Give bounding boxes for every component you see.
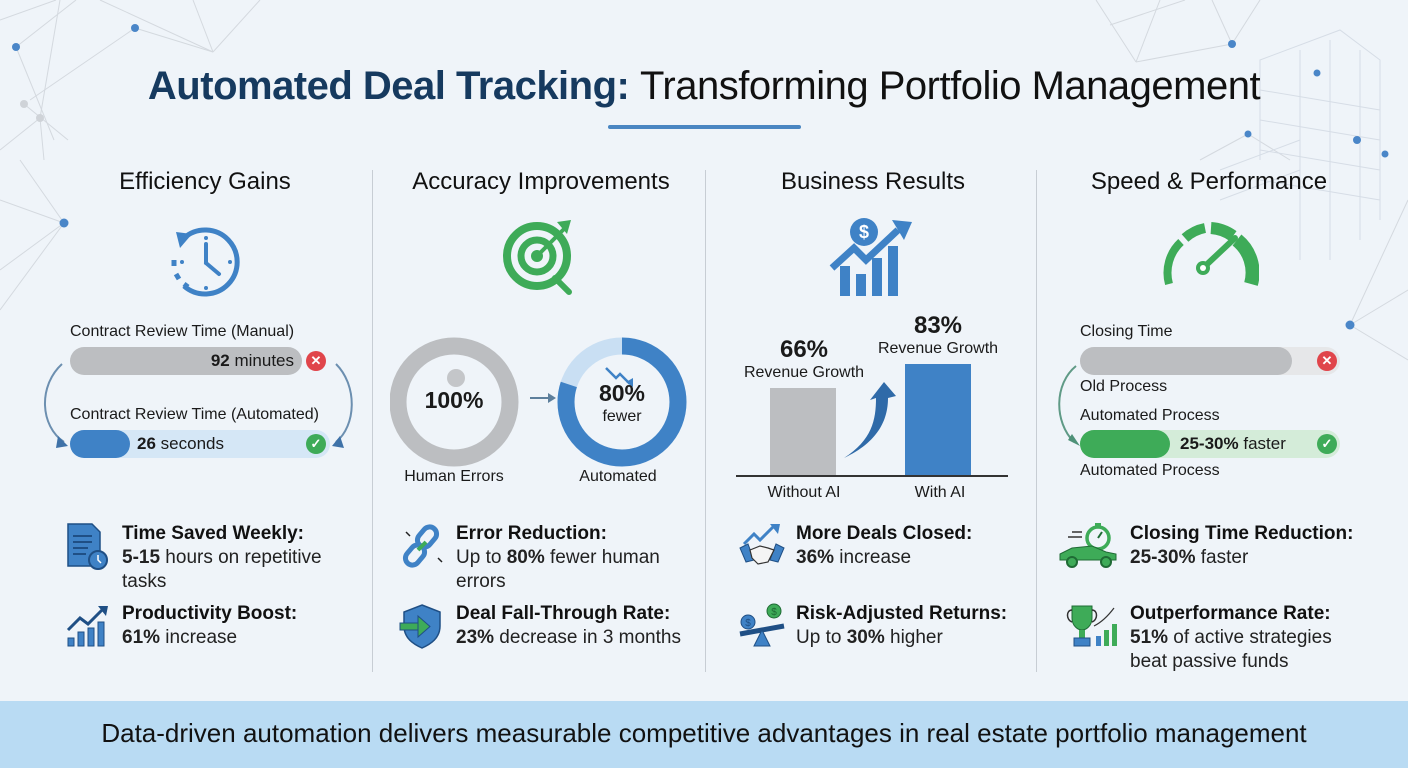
transition-arrow (1058, 365, 1080, 446)
value-with-ai: 83% (913, 312, 963, 339)
dollar-growth-icon: $ (829, 218, 912, 296)
speed-performance-section: Speed & Performance Closing Time ✕ Old P… (1044, 166, 1374, 686)
column-divider (372, 170, 373, 672)
automated-process-label-below: Automated Process (1080, 462, 1220, 479)
old-process-bar (1080, 347, 1292, 375)
fail-x-icon: ✕ (1317, 351, 1337, 371)
stat-title: Closing Time Reduction: (1130, 523, 1354, 544)
stat-body: 5-15 hours on repetitive tasks (122, 547, 322, 592)
accuracy-improvements-section: Accuracy Improvements 100% 80% fewer Hum… (380, 166, 702, 686)
category-without-ai: Without AI (767, 484, 841, 501)
stat-more-deals: More Deals Closed: 36% increase (738, 522, 972, 570)
automated-errors-sub: fewer (602, 408, 642, 425)
section-title: Speed & Performance (1090, 168, 1328, 195)
stat-fall-through: Deal Fall-Through Rate: 23% decrease in … (398, 602, 681, 650)
section-title: Accuracy Improvements (412, 168, 670, 195)
human-errors-label: Human Errors (404, 468, 504, 485)
stat-error-reduction: Error Reduction: Up to 80% fewer human e… (398, 522, 702, 594)
stat-body: Up to 80% fewer human errors (456, 547, 660, 592)
title-light: Transforming Portfolio Management (639, 64, 1261, 108)
sad-face-icon (447, 369, 465, 387)
trophy-growth-icon (1066, 605, 1117, 647)
stat-body: 25-30% faster (1130, 547, 1249, 568)
old-process-label: Old Process (1080, 378, 1168, 395)
arrow-right-icon (548, 393, 556, 403)
human-errors-value: 100% (424, 387, 484, 413)
business-results-section: Business Results $ 66% Revenue Growth 83… (712, 166, 1034, 686)
automated-process-label-above: Automated Process (1080, 407, 1220, 424)
column-divider (1036, 170, 1037, 672)
stat-outperformance: Outperformance Rate: 51% of active strat… (1066, 602, 1340, 674)
transition-arrows (44, 363, 353, 448)
shield-arrow-icon (399, 604, 441, 649)
stat-title: Deal Fall-Through Rate: (456, 603, 671, 624)
footer-banner: Data-driven automation delivers measurab… (0, 701, 1408, 768)
stat-risk-adjusted: $ $ Risk-Adjusted Returns: Up to 30% hig… (738, 602, 1007, 650)
stat-title: Time Saved Weekly: (122, 523, 305, 544)
title-strong: Automated Deal Tracking: (147, 64, 630, 108)
svg-text:$: $ (859, 222, 869, 242)
stat-time-saved: Time Saved Weekly: 5-15 hours on repetit… (64, 522, 370, 594)
target-search-icon (503, 220, 572, 295)
manual-review-label: Contract Review Time (Manual) (70, 323, 295, 340)
category-with-ai: With AI (914, 484, 966, 501)
stat-body: 61% increase (122, 627, 238, 648)
stat-title: More Deals Closed: (796, 523, 973, 544)
fail-x-icon: ✕ (306, 351, 326, 371)
page-title: Automated Deal Tracking: Transforming Po… (0, 64, 1408, 109)
error-donuts (390, 337, 687, 467)
automated-label: Automated (579, 468, 657, 485)
document-clock-icon (67, 523, 108, 570)
automated-process-bar (1080, 430, 1170, 458)
stat-title: Risk-Adjusted Returns: (796, 603, 1008, 624)
growth-curve-arrow (844, 382, 896, 458)
bar-without-ai (770, 388, 836, 475)
efficiency-gains-section: Efficiency Gains Contract Review Time (M… (40, 166, 370, 686)
column-divider (705, 170, 706, 672)
section-title: Efficiency Gains (119, 168, 291, 195)
closing-time-label: Closing Time (1080, 323, 1173, 340)
automated-review-value: 26 seconds (137, 434, 224, 453)
automated-review-label: Contract Review Time (Automated) (70, 406, 319, 423)
section-title: Business Results (780, 168, 966, 195)
value-without-ai: 66% (779, 336, 829, 363)
race-car-stopwatch-icon (1059, 523, 1117, 568)
automated-process-value: 25-30% faster (1180, 434, 1286, 453)
automated-donut (557, 337, 687, 467)
check-icon: ✓ (306, 434, 326, 454)
handshake-growth-icon (739, 524, 785, 565)
stat-title: Outperformance Rate: (1130, 603, 1331, 624)
svg-text:$: $ (745, 618, 751, 629)
check-icon: ✓ (1317, 434, 1337, 454)
stat-body: 36% increase (796, 547, 912, 568)
manual-review-value: 92 minutes (210, 351, 294, 370)
balance-scale-icon: $ $ (739, 603, 785, 647)
clock-rewind-icon (171, 227, 240, 297)
speedometer-icon (1163, 222, 1259, 286)
stat-body: Up to 30% higher (796, 627, 943, 648)
automated-errors-value: 80% (598, 380, 646, 406)
bar-with-ai (905, 364, 971, 475)
caption-with-ai: Revenue Growth (877, 340, 999, 357)
trend-down-icon (605, 367, 631, 385)
caption-without-ai: Revenue Growth (743, 364, 865, 381)
growth-chart-icon (66, 606, 108, 647)
stat-closing-reduction: Closing Time Reduction: 25-30% faster (1058, 522, 1353, 570)
title-underline (608, 125, 801, 129)
stat-title: Error Reduction: (456, 523, 607, 544)
chart-baseline (736, 475, 1008, 477)
automated-review-bar (70, 430, 130, 458)
svg-text:$: $ (771, 607, 777, 618)
stat-productivity: Productivity Boost: 61% increase (64, 602, 297, 650)
manual-review-bar: 92 minutes (70, 347, 302, 375)
stat-title: Productivity Boost: (122, 603, 298, 624)
stat-body: 23% decrease in 3 months (456, 627, 681, 648)
broken-link-icon (402, 524, 443, 568)
human-errors-donut (390, 337, 519, 467)
stat-body: 51% of active strategies beat passive fu… (1130, 627, 1332, 672)
